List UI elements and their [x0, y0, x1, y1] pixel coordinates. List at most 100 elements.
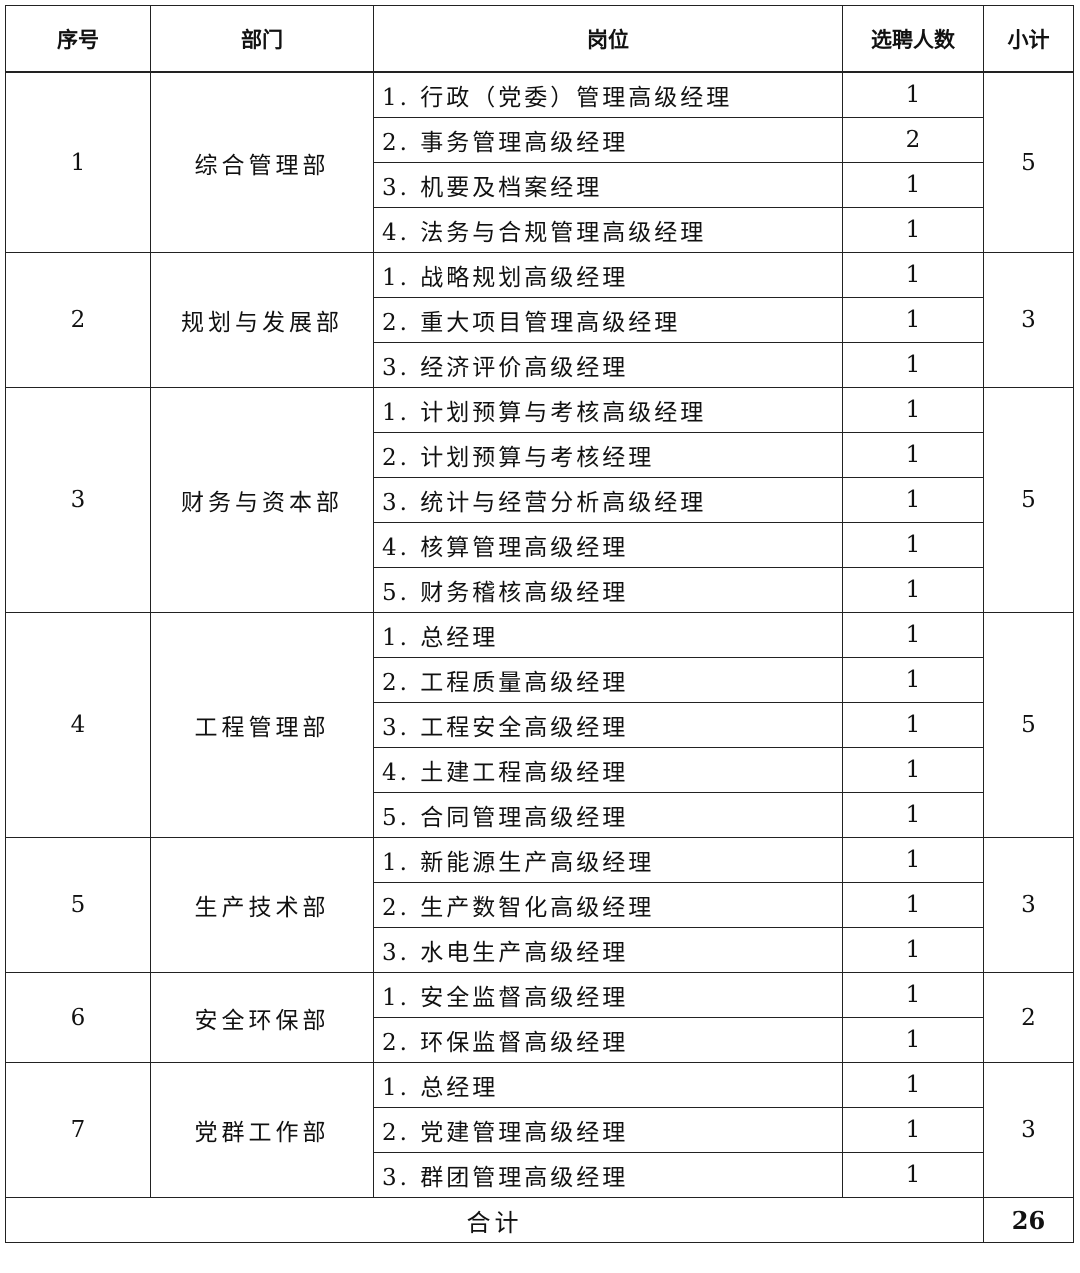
position-count: 1: [842, 1017, 984, 1063]
position-title: 1. 总经理: [373, 612, 843, 658]
position-count: 1: [842, 1152, 984, 1198]
table-row: 5 生产技术部 1. 新能源生产高级经理 1 3: [5, 837, 1074, 973]
position-count: 1: [842, 387, 984, 433]
position-count: 1: [842, 702, 984, 748]
dept-subtotal: 5: [983, 612, 1074, 838]
dept-name: 安全环保部: [150, 972, 374, 1063]
table-row: 4 工程管理部 1. 总经理 1 5: [5, 612, 1074, 838]
table-row: 2. 事务管理高级经理 2: [6, 117, 1074, 163]
position-count: 2: [842, 117, 984, 163]
position-count: 1: [842, 927, 984, 973]
dept-subtotal: 3: [983, 252, 1074, 388]
position-count: 1: [842, 747, 984, 793]
table-row: 5. 合同管理高级经理 1: [6, 792, 1074, 838]
position-title: 2. 事务管理高级经理: [373, 117, 843, 163]
position-title: 3. 水电生产高级经理: [373, 927, 843, 973]
position-title: 1. 行政（党委）管理高级经理: [373, 71, 843, 118]
position-title: 2. 党建管理高级经理: [373, 1107, 843, 1153]
position-count: 1: [842, 71, 984, 118]
position-count: 1: [842, 1062, 984, 1108]
table-row: 2. 党建管理高级经理 1: [6, 1107, 1074, 1153]
table-row: 3. 工程安全高级经理 1: [6, 702, 1074, 748]
position-title: 2. 重大项目管理高级经理: [373, 297, 843, 343]
dept-name: 生产技术部: [150, 837, 374, 973]
total-row: 合计 26: [5, 1197, 1074, 1243]
recruitment-table: 序号 部门 岗位 选聘人数 小计 1 综合管理部 1. 行政（党委）管理高级经理 1 5…: [5, 5, 1074, 1243]
table-row: 4. 核算管理高级经理 1: [6, 522, 1074, 568]
position-count: 1: [842, 972, 984, 1018]
total-value: 26: [983, 1197, 1074, 1243]
table-row: 3. 统计与经营分析高级经理 1: [6, 477, 1074, 523]
dept-name: 财务与资本部: [150, 387, 374, 613]
dept-number: 2: [5, 252, 151, 388]
table-row: 7 党群工作部 1. 总经理 1 3: [5, 1062, 1074, 1198]
position-count: 1: [842, 162, 984, 208]
position-title: 1. 计划预算与考核高级经理: [373, 387, 843, 433]
position-count: 1: [842, 432, 984, 478]
position-count: 1: [842, 612, 984, 658]
position-title: 2. 工程质量高级经理: [373, 657, 843, 703]
dept-name: 规划与发展部: [150, 252, 374, 388]
header-subtotal: 小计: [983, 5, 1074, 73]
table-row: 3 财务与资本部 1. 计划预算与考核高级经理 1 5: [5, 387, 1074, 613]
header-department: 部门: [150, 5, 374, 73]
position-count: 1: [842, 522, 984, 568]
dept-subtotal: 5: [983, 71, 1074, 253]
table-row: 2. 计划预算与考核经理 1: [6, 432, 1074, 478]
dept-number: 4: [5, 612, 151, 838]
table-row: 4. 法务与合规管理高级经理 1: [6, 207, 1074, 253]
dept-subtotal: 3: [983, 1062, 1074, 1198]
table-row: 5. 财务稽核高级经理 1: [6, 567, 1074, 613]
position-count: 1: [842, 882, 984, 928]
dept-subtotal: 3: [983, 837, 1074, 973]
position-count: 1: [842, 792, 984, 838]
dept-number: 1: [5, 71, 151, 253]
position-count: 1: [842, 477, 984, 523]
position-title: 3. 经济评价高级经理: [373, 342, 843, 388]
dept-number: 3: [5, 387, 151, 613]
position-title: 4. 核算管理高级经理: [373, 522, 843, 568]
header-count: 选聘人数: [842, 5, 984, 73]
position-title: 4. 法务与合规管理高级经理: [373, 207, 843, 253]
table-row: 4. 土建工程高级经理 1: [6, 747, 1074, 793]
position-title: 2. 环保监督高级经理: [373, 1017, 843, 1063]
position-title: 3. 群团管理高级经理: [373, 1152, 843, 1198]
position-count: 1: [842, 1107, 984, 1153]
dept-subtotal: 5: [983, 387, 1074, 613]
position-title: 5. 合同管理高级经理: [373, 792, 843, 838]
position-title: 1. 战略规划高级经理: [373, 252, 843, 298]
position-count: 1: [842, 207, 984, 253]
table-row: 3. 机要及档案经理 1: [6, 162, 1074, 208]
table-row: 2 规划与发展部 1. 战略规划高级经理 1 3: [5, 252, 1074, 388]
header-row: 序号 部门 岗位 选聘人数 小计: [5, 5, 1074, 73]
position-title: 3. 工程安全高级经理: [373, 702, 843, 748]
position-title: 4. 土建工程高级经理: [373, 747, 843, 793]
total-label: 合计: [5, 1197, 984, 1243]
dept-number: 5: [5, 837, 151, 973]
position-title: 2. 计划预算与考核经理: [373, 432, 843, 478]
position-count: 1: [842, 297, 984, 343]
position-count: 1: [842, 252, 984, 298]
dept-number: 6: [5, 972, 151, 1063]
header-position: 岗位: [373, 5, 843, 73]
position-count: 1: [842, 342, 984, 388]
position-count: 1: [842, 567, 984, 613]
position-count: 1: [842, 657, 984, 703]
header-no: 序号: [5, 5, 151, 73]
table-row: 3. 群团管理高级经理 1: [6, 1152, 1074, 1198]
dept-name: 综合管理部: [150, 71, 374, 253]
position-title: 2. 生产数智化高级经理: [373, 882, 843, 928]
dept-name: 工程管理部: [150, 612, 374, 838]
position-title: 1. 安全监督高级经理: [373, 972, 843, 1018]
dept-name: 党群工作部: [150, 1062, 374, 1198]
table-row: 1 综合管理部 1. 行政（党委）管理高级经理 1 5: [5, 71, 1074, 253]
position-title: 1. 新能源生产高级经理: [373, 837, 843, 883]
position-title: 5. 财务稽核高级经理: [373, 567, 843, 613]
position-title: 3. 机要及档案经理: [373, 162, 843, 208]
table-row: 3. 经济评价高级经理 1: [6, 342, 1074, 388]
position-count: 1: [842, 837, 984, 883]
table-row: 6 安全环保部 1. 安全监督高级经理 1 2: [5, 972, 1074, 1063]
dept-number: 7: [5, 1062, 151, 1198]
table-row: 2. 环保监督高级经理 1: [6, 1017, 1074, 1063]
position-title: 3. 统计与经营分析高级经理: [373, 477, 843, 523]
